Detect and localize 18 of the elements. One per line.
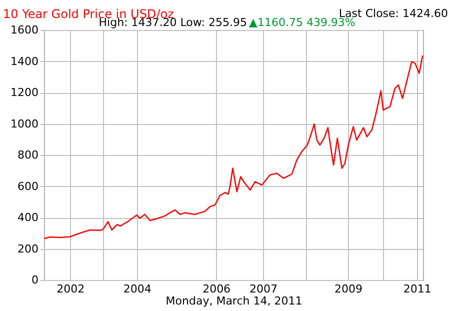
y-tick-label: 0	[32, 274, 38, 286]
x-tick-label: 2007	[250, 282, 278, 296]
y-tick-label: 800	[18, 148, 38, 162]
y-tick-label: 1000	[10, 117, 38, 130]
x-tick-label: 2009	[334, 282, 362, 296]
y-tick-label: 1400	[10, 54, 38, 68]
x-tick-label: 2004	[123, 282, 152, 296]
text: ▲1160.75 439.93%	[249, 16, 356, 29]
y-tick-label: 1600	[10, 24, 38, 36]
y-tick-label: 200	[18, 242, 38, 256]
line-series	[44, 54, 423, 240]
x-tick-label: 2006	[202, 282, 231, 296]
x-axis-title: Monday, March 14, 2011	[166, 294, 302, 308]
x-tick-label: 2002	[56, 282, 85, 296]
x-tick-label: 2011	[403, 282, 432, 296]
y-tick-label: 1200	[10, 86, 38, 99]
y-tick-label: 400	[18, 211, 38, 224]
y-tick-label: 600	[18, 180, 38, 193]
